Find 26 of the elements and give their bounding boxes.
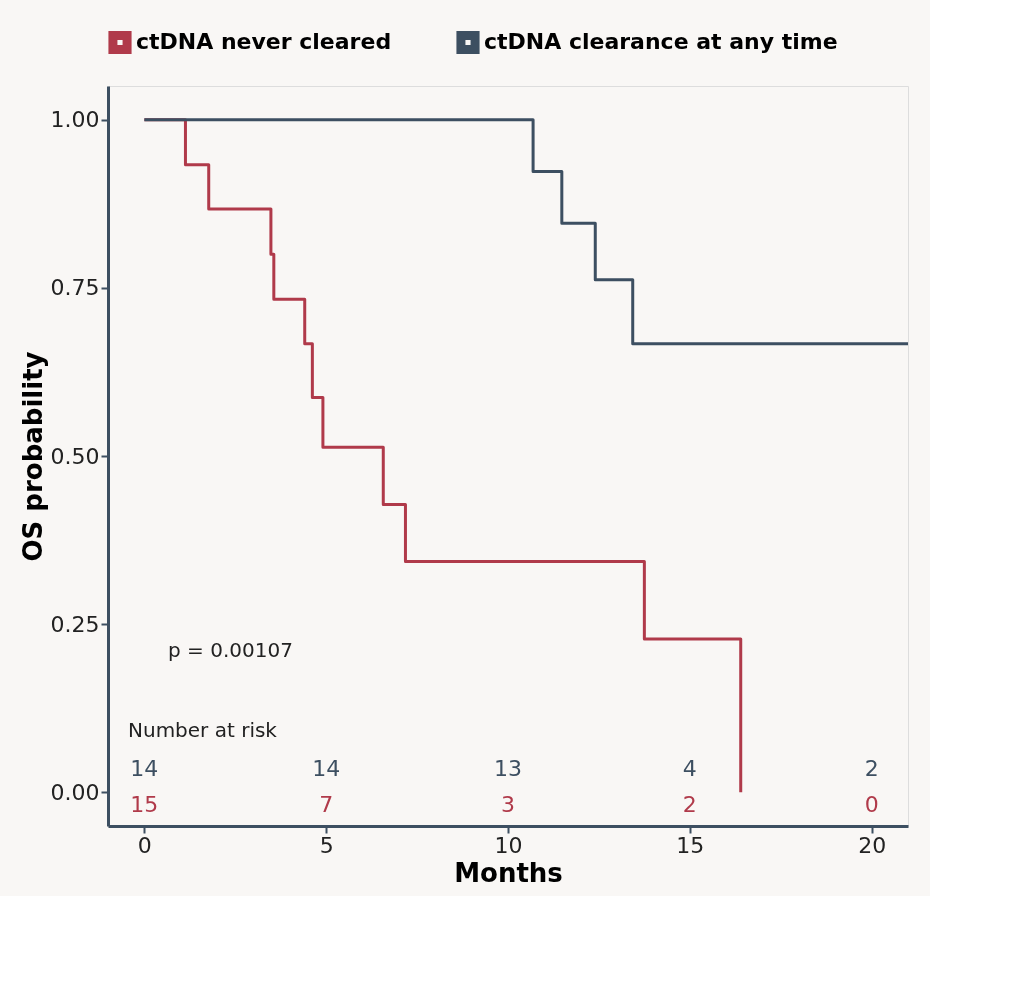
annotation: 4 [682, 756, 697, 781]
annotation: 14 [130, 756, 159, 781]
y-axis-title: OS probability [17, 351, 48, 562]
x-tick-label: 5 [319, 832, 334, 858]
legend-label: ctDNA never cleared [136, 29, 392, 55]
x-tick-label: 10 [494, 832, 523, 858]
x-tick-label: 0 [137, 832, 152, 858]
legend-label: ctDNA clearance at any time [484, 29, 838, 55]
annotation: 14 [312, 756, 341, 781]
annotation: 13 [494, 756, 522, 781]
annotation: 3 [501, 792, 515, 817]
y-tick-label: 1.00 [50, 107, 100, 133]
annotation: Number at risk [128, 718, 278, 742]
y-tick-label: 0.00 [50, 779, 100, 805]
x-axis-title: Months [454, 857, 563, 888]
x-tick-label: 15 [676, 832, 705, 858]
y-tick-label: 0.75 [50, 275, 100, 301]
y-tick-label: 0.25 [50, 611, 100, 637]
annotation: 2 [682, 792, 697, 817]
annotation: 0 [864, 792, 879, 817]
annotation: 15 [130, 792, 159, 817]
annotation: 7 [319, 792, 334, 817]
y-tick-label: 0.50 [50, 443, 100, 469]
annotation: p = 0.00107 [168, 638, 293, 662]
annotation: 2 [864, 756, 879, 781]
x-tick-label: 20 [858, 832, 887, 858]
